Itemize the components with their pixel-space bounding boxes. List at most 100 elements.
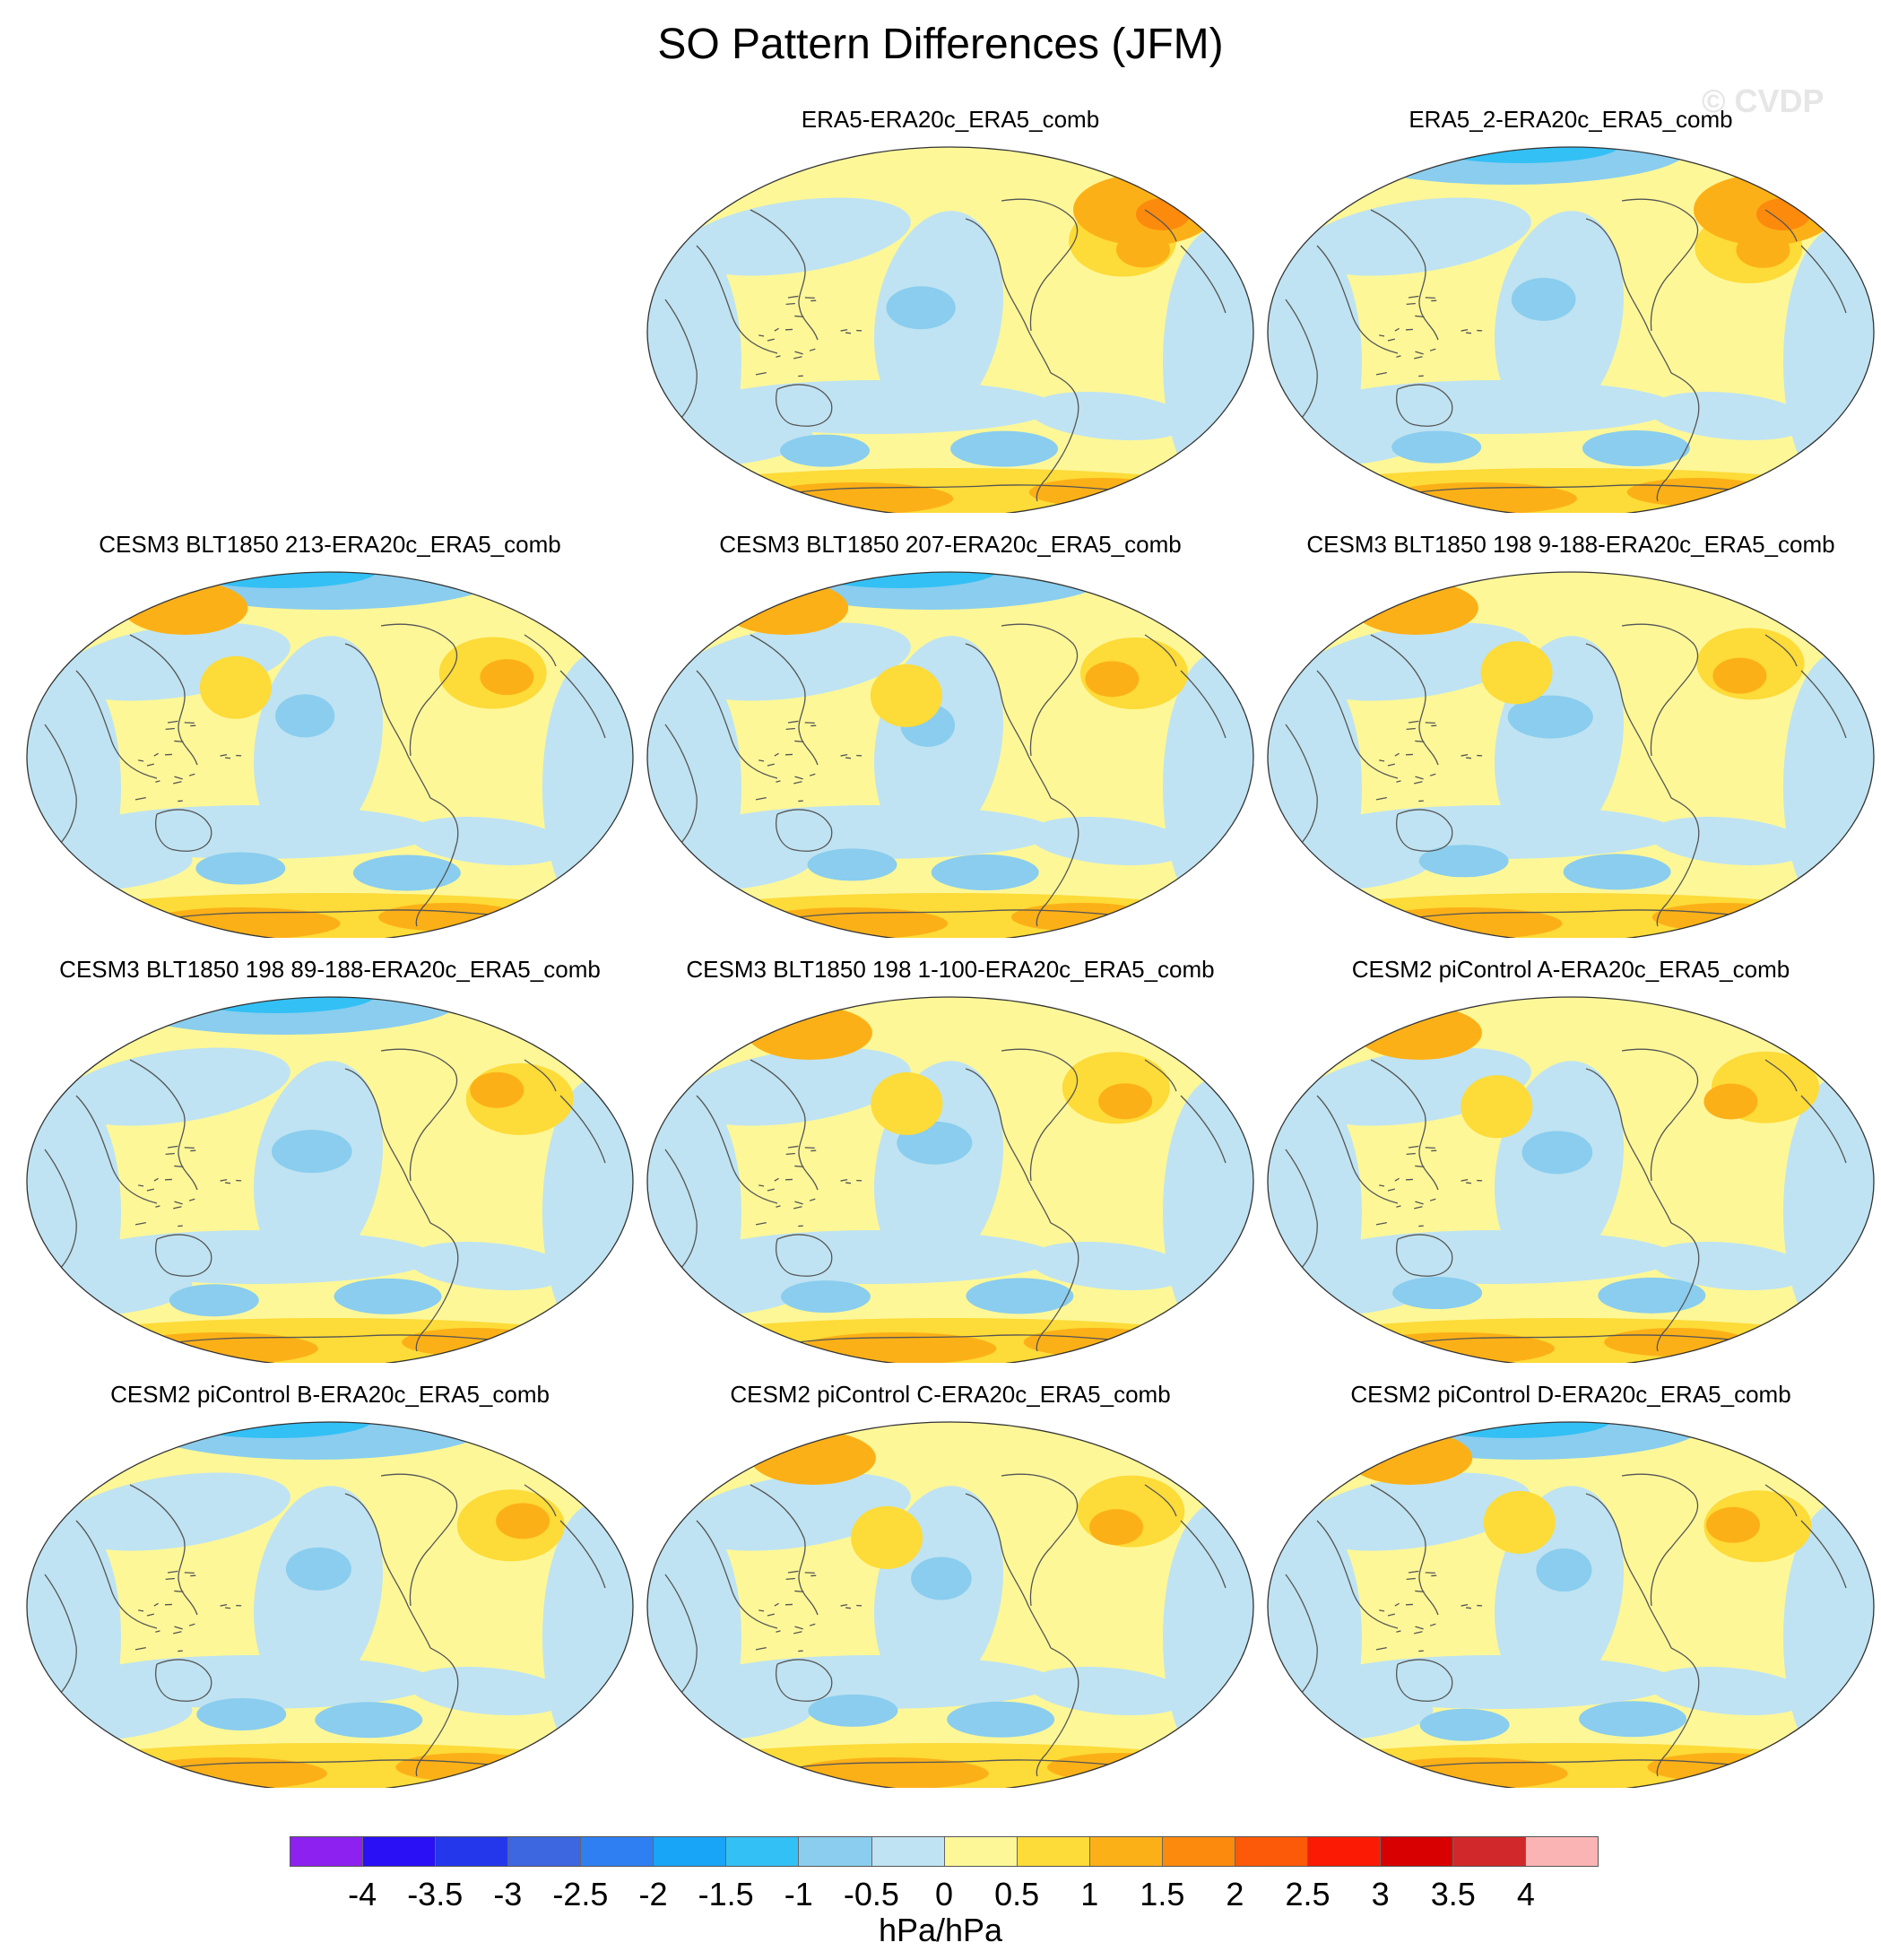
coastline-4 <box>1316 1520 1399 1629</box>
positive-anomaly <box>1703 1083 1758 1120</box>
colorbar-tick-label: 0.5 <box>994 1876 1040 1912</box>
world-map <box>26 1421 634 1788</box>
world-map <box>1267 571 1875 938</box>
positive-anomaly <box>31 1318 623 1363</box>
positive-anomaly <box>1272 468 1864 513</box>
coastline-3 <box>750 1484 819 1616</box>
coastline-1 <box>380 1048 458 1182</box>
island-13 <box>153 1177 159 1182</box>
coastline-2 <box>1036 372 1079 502</box>
map-panel: CESM3 BLT1850 198 9-188-ERA20c_ERA5_comb <box>1257 531 1881 952</box>
coastline-3 <box>1370 1059 1439 1191</box>
island-4 <box>767 763 776 767</box>
map-panel: CESM3 BLT1850 198 89-188-ERA20c_ERA5_com… <box>16 956 644 1377</box>
coastline-6 <box>664 724 698 846</box>
coastline-3 <box>129 1059 198 1191</box>
island-17 <box>776 355 781 358</box>
coastline-5 <box>776 1234 833 1277</box>
island-17 <box>776 1630 781 1633</box>
positive-anomaly <box>1461 1075 1533 1139</box>
island-4 <box>146 1188 155 1192</box>
island-1 <box>184 722 195 724</box>
coastline-4 <box>1316 1095 1399 1204</box>
positive-anomaly <box>1706 1506 1761 1543</box>
coastline-4 <box>1316 245 1399 354</box>
coastline-8 <box>1144 634 1177 667</box>
negative-anomaly <box>697 805 1055 859</box>
panel-title: ERA5-ERA20c_ERA5_comb <box>801 106 1100 133</box>
negative-anomaly <box>1521 1131 1593 1175</box>
coastline-3 <box>1370 1484 1439 1616</box>
positive-anomaly <box>1651 903 1796 932</box>
island-9 <box>1406 302 1416 306</box>
island-4 <box>1387 1188 1396 1192</box>
coastline-1 <box>380 623 458 757</box>
island-10 <box>167 720 178 724</box>
island-5 <box>755 371 767 376</box>
island-7 <box>809 1198 816 1201</box>
island-10 <box>167 1145 178 1149</box>
negative-anomaly <box>911 1557 972 1600</box>
negative-anomaly <box>807 848 897 881</box>
negative-anomaly <box>1649 391 1810 441</box>
negative-anomaly <box>931 854 1039 890</box>
island-3 <box>138 1609 144 1612</box>
island-7 <box>188 773 195 776</box>
island-12 <box>173 1631 182 1635</box>
positive-anomaly <box>851 1505 923 1569</box>
page-title: SO Pattern Differences (JFM) <box>657 21 1224 68</box>
positive-anomaly <box>377 903 522 932</box>
island-3 <box>758 759 765 762</box>
world-map <box>646 146 1254 513</box>
map-field <box>1268 147 1874 513</box>
coastline-3 <box>750 634 819 766</box>
island-1 <box>1425 297 1435 299</box>
negative-anomaly <box>1579 1701 1687 1738</box>
map-field <box>1268 997 1874 1363</box>
map-field <box>1268 1422 1874 1788</box>
world-map <box>1267 1421 1875 1788</box>
positive-anomaly <box>1480 641 1553 705</box>
negative-anomaly <box>1582 430 1690 467</box>
colorbar-swatch <box>1453 1836 1527 1867</box>
map-panel: CESM2 piControl C-ERA20c_ERA5_comb <box>637 1381 1264 1802</box>
colorbar-tick-label: -1.5 <box>698 1876 754 1912</box>
coastline-5 <box>1396 384 1453 427</box>
coastline-2 <box>415 1647 459 1777</box>
coastline-8 <box>524 634 557 667</box>
coastline-1 <box>380 1473 458 1607</box>
coastline-4 <box>696 1520 778 1629</box>
positive-anomaly <box>1089 1509 1144 1546</box>
island-9 <box>1406 1152 1416 1156</box>
coastline-8 <box>1144 1059 1177 1092</box>
coastline-0 <box>1585 1493 1672 1649</box>
map-field <box>27 572 633 938</box>
positive-anomaly <box>1272 1743 1864 1788</box>
coastline-1 <box>1001 623 1079 757</box>
coastline-2 <box>1656 797 1700 927</box>
island-12 <box>1414 781 1423 785</box>
colorbar-swatch <box>726 1836 800 1867</box>
island-9 <box>1406 727 1416 731</box>
coastline-8 <box>524 1059 557 1092</box>
island-1 <box>804 297 815 299</box>
world-map <box>646 571 1254 938</box>
colorbar-swatch <box>508 1836 582 1867</box>
colorbar-swatch <box>290 1836 364 1867</box>
negative-anomaly <box>1536 1548 1592 1592</box>
island-10 <box>1408 295 1419 299</box>
island-7 <box>809 773 816 776</box>
island-17 <box>155 1205 160 1208</box>
coastlines <box>664 1473 1227 1777</box>
negative-anomaly <box>76 1655 435 1709</box>
island-14 <box>794 1201 803 1205</box>
world-map <box>1267 996 1875 1363</box>
coastline-8 <box>1764 634 1798 667</box>
colorbar-swatch <box>799 1836 872 1867</box>
positive-anomaly <box>1347 1431 1473 1485</box>
colorbar-tick-label: -2.5 <box>552 1876 609 1912</box>
coastline-6 <box>1285 1574 1318 1696</box>
map-field <box>647 997 1253 1363</box>
negative-anomaly <box>780 1280 871 1314</box>
coastline-8 <box>1144 209 1177 242</box>
